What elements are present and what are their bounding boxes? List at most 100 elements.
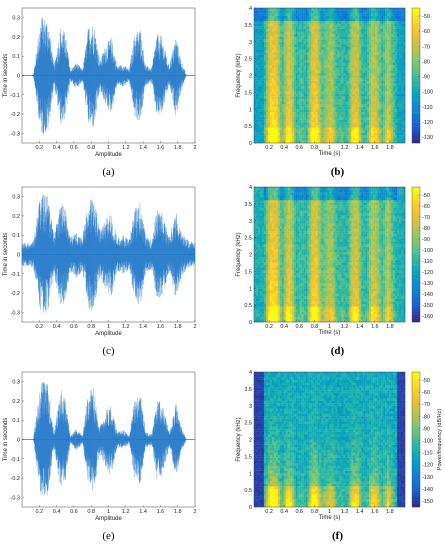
spectrogram-cell <box>267 85 271 89</box>
spectrogram-cell <box>299 10 302 14</box>
spectrogram-cell <box>257 288 261 291</box>
spectrogram-cell <box>329 13 332 16</box>
spectrogram-cell <box>311 109 314 112</box>
spectrogram-cell <box>265 309 269 312</box>
spectrogram-cell <box>267 8 271 11</box>
spectrogram-cell <box>309 57 312 61</box>
spectrogram-cell <box>259 44 263 48</box>
spectrogram-cell <box>311 39 314 42</box>
spectrogram-cell <box>337 109 340 112</box>
spectrogram-cell <box>291 127 294 131</box>
spectrogram-cell <box>375 119 378 123</box>
spectrogram-cell <box>383 93 386 97</box>
spectrogram-cell <box>269 52 273 55</box>
spectrogram-cell <box>283 23 286 27</box>
spectrogram-cell <box>275 140 278 144</box>
colorbar-tick-label: -50 <box>422 14 430 20</box>
spectrogram-cell <box>295 41 298 45</box>
spectrogram-cell <box>385 111 388 115</box>
spectrogram-cell <box>345 124 348 128</box>
spectrogram-cell <box>389 13 392 16</box>
spectrogram-cell <box>291 26 294 29</box>
spectrogram-cell <box>361 13 364 16</box>
spectrogram-cell <box>255 122 259 125</box>
spectrogram-cell <box>297 85 300 89</box>
spectrogram-cell <box>291 98 294 102</box>
x-tick-label: 1.4 <box>139 324 147 330</box>
spectrogram-cell <box>309 18 312 22</box>
spectrogram-cell <box>273 207 277 211</box>
spectrogram-cell <box>367 33 370 37</box>
spectrogram-cell <box>311 140 314 144</box>
spectrogram-cell <box>311 124 314 128</box>
spectrogram-cell <box>267 70 271 74</box>
spectrogram-cell <box>345 44 348 48</box>
spectrogram-cell <box>275 192 278 195</box>
spectrogram-cell <box>291 80 294 84</box>
colorbar-swatch <box>412 126 420 130</box>
spectrogram-cell <box>359 8 362 11</box>
spectrogram-cell <box>347 13 350 16</box>
spectrogram-cell <box>257 88 261 92</box>
spectrogram-cell <box>271 111 275 115</box>
spectrogram-cell <box>327 36 330 40</box>
spectrogram-cell <box>357 104 360 107</box>
spectrogram-cell <box>315 98 318 102</box>
spectrogram-cell <box>273 8 277 11</box>
spectrogram-cell <box>285 124 288 128</box>
spectrogram-cell <box>345 88 348 92</box>
spectrogram-cell <box>401 44 404 48</box>
spectrogram-cell <box>379 67 382 71</box>
spectrogram-cell <box>361 28 364 32</box>
spectrogram-cell <box>283 319 286 323</box>
spectrogram-cell <box>371 104 374 107</box>
spectrogram-cell <box>399 57 402 61</box>
spectrogram-cell <box>353 18 356 22</box>
spectrogram-cell <box>391 46 394 50</box>
spectrogram-cell <box>271 264 275 268</box>
spectrogram-cell <box>259 220 263 224</box>
spectrogram-cell <box>367 31 370 35</box>
spectrogram-cell <box>271 267 275 271</box>
spectrogram-cell <box>361 98 364 102</box>
spectrogram-cell <box>265 20 269 24</box>
spectrogram-cell <box>333 140 336 144</box>
spectrogram-cell <box>373 44 376 48</box>
spectrogram-cell <box>281 306 284 310</box>
spectrogram-cell <box>283 218 286 221</box>
spectrogram-cell <box>389 39 392 42</box>
spectrogram-cell <box>375 104 378 107</box>
spectrogram-cell <box>321 83 324 87</box>
spectrogram-cell <box>281 254 284 258</box>
spectrogram-cell <box>359 135 362 138</box>
spectrogram-cell <box>363 111 366 115</box>
spectrogram-cell <box>367 78 370 81</box>
spectrogram-cell <box>275 262 278 266</box>
spectrogram-cell <box>275 46 278 50</box>
spectrogram-cell <box>381 83 384 87</box>
spectrogram-cell <box>343 91 346 94</box>
spectrogram-cell <box>395 127 398 131</box>
spectrogram-cell <box>281 31 284 35</box>
spectrogram-cell <box>323 46 326 50</box>
spectrogram-cell <box>291 15 294 19</box>
spectrogram-cell <box>367 119 370 123</box>
spectrogram-cell <box>341 109 344 112</box>
spectrogram-cell <box>373 57 376 61</box>
spectrogram-cell <box>259 202 263 206</box>
spectrogram-cell <box>313 114 316 118</box>
spectrogram-cell <box>257 124 261 128</box>
spectrogram-cell <box>367 41 370 45</box>
spectrogram-cell <box>255 85 259 89</box>
spectrogram-cell <box>315 80 318 84</box>
spectrogram-cell <box>387 101 390 105</box>
spectrogram-cell <box>297 83 300 87</box>
spectrogram-cell <box>317 98 320 102</box>
spectrogram-cell <box>259 210 263 214</box>
spectrogram-cell <box>254 13 257 16</box>
spectrogram-cell <box>377 65 380 68</box>
spectrogram-cell <box>319 72 322 76</box>
spectrogram-cell <box>277 72 280 76</box>
spectrogram-cell <box>301 127 304 131</box>
spectrogram-cell <box>393 13 396 16</box>
